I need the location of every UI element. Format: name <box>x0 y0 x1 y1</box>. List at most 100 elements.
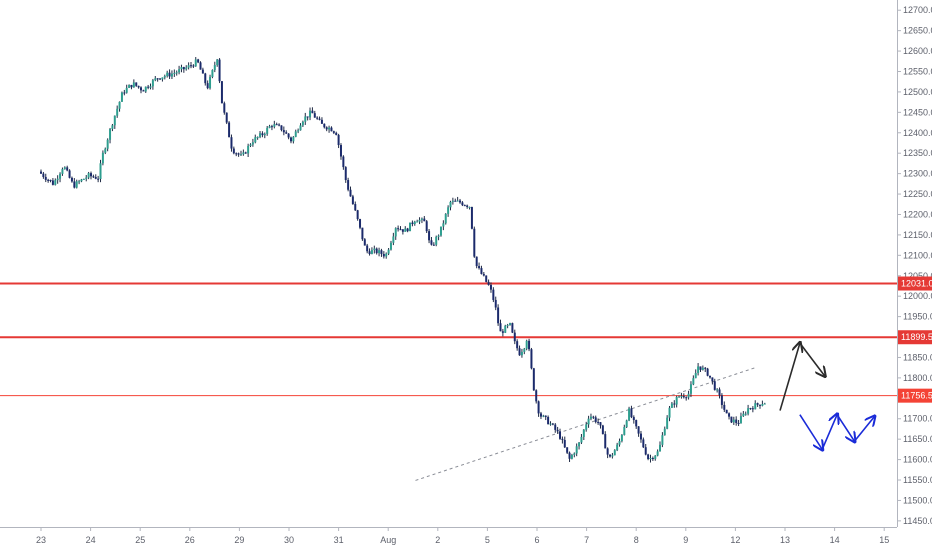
candle-body <box>351 196 354 205</box>
candle-body <box>485 275 488 282</box>
candle-body <box>135 82 138 86</box>
candle-body <box>418 219 421 222</box>
candle-body <box>694 373 697 379</box>
candle-body <box>204 73 207 84</box>
candle-body <box>151 80 154 87</box>
candle-body <box>220 81 223 104</box>
candle-body <box>670 403 673 408</box>
candle-body <box>218 59 221 82</box>
candle-body <box>709 375 712 378</box>
candle-body <box>175 72 178 74</box>
candle-body <box>549 423 552 425</box>
candle-body <box>597 421 600 423</box>
candle-body <box>144 86 147 92</box>
candle-body <box>299 125 302 131</box>
y-tick-label: 12150.0 <box>903 230 932 240</box>
candle-body <box>297 130 300 132</box>
candle-body <box>494 299 497 308</box>
candle-body <box>228 122 231 138</box>
candle-body <box>580 436 583 443</box>
x-tick-label: 31 <box>334 535 344 545</box>
candle-body <box>109 128 112 140</box>
candle-body <box>613 450 616 456</box>
candle-body <box>159 78 162 80</box>
candle-body <box>554 424 557 430</box>
candle-body <box>370 250 373 255</box>
candle-body <box>335 132 338 135</box>
candle-body <box>625 420 628 427</box>
candle-body <box>325 127 328 130</box>
candle-body <box>535 390 538 402</box>
candle-body <box>156 78 159 80</box>
candle-body <box>499 323 502 332</box>
candle-body <box>566 447 569 453</box>
candle-body <box>506 324 509 326</box>
candle-body <box>130 84 133 88</box>
candle-body <box>106 139 109 149</box>
candle-body <box>225 112 228 123</box>
candle-body <box>104 148 107 153</box>
candle-body <box>706 368 709 376</box>
candle-body <box>759 404 762 406</box>
candle-body <box>178 69 181 73</box>
candle-body <box>85 177 88 179</box>
candle-body <box>611 455 614 457</box>
candle-body <box>256 136 259 138</box>
y-tick-label: 12350.0 <box>903 148 932 158</box>
candle-body <box>40 171 42 174</box>
candle-body <box>568 452 571 459</box>
y-tick-label: 12300.0 <box>903 169 932 179</box>
candle-body <box>425 221 428 232</box>
candle-body <box>723 404 726 410</box>
candle-body <box>616 444 619 451</box>
candle-body <box>304 116 307 122</box>
candle-body <box>466 205 469 207</box>
price-levels <box>0 282 897 397</box>
candle-body <box>147 86 150 88</box>
candle-body <box>385 253 388 257</box>
candle-body <box>689 384 692 394</box>
candle-body <box>409 222 412 232</box>
candle-body <box>268 126 271 128</box>
y-tick-label: 12050.0 <box>903 271 932 281</box>
projection-arrow-blue <box>799 414 822 450</box>
candle-body <box>720 395 723 405</box>
candle-body <box>166 72 169 77</box>
y-tick-label: 12600.0 <box>903 46 932 56</box>
candle-body <box>537 401 540 414</box>
candle-body <box>435 236 438 245</box>
y-axis: 12700.0 12650.0 12600.0 12550.0 12500.0 12450… <box>897 0 932 527</box>
candle-body <box>349 189 352 197</box>
candle-body <box>718 389 721 396</box>
candle-body <box>63 167 66 170</box>
projection-arrow-dark <box>779 343 800 411</box>
candle-body <box>678 396 681 398</box>
candle-body <box>99 163 102 180</box>
candle-body <box>732 419 735 423</box>
candle-body <box>68 170 71 178</box>
x-tick-label: 24 <box>86 535 96 545</box>
projection-arrow-blue <box>836 414 854 442</box>
candle-body <box>659 444 662 452</box>
x-tick-label: Aug <box>380 535 396 545</box>
x-tick-label: 5 <box>485 535 490 545</box>
candle-body <box>432 244 435 246</box>
candle-body <box>513 332 516 342</box>
x-tick-label: 7 <box>584 535 589 545</box>
candle-body <box>442 223 445 227</box>
candle-body <box>378 250 381 254</box>
candle-body <box>470 206 473 229</box>
candle-body <box>456 200 459 202</box>
candle-body <box>582 429 585 437</box>
candle-body <box>247 145 250 154</box>
candle-body <box>692 378 695 385</box>
candle-body <box>242 152 245 155</box>
candle-body <box>194 59 197 67</box>
candle-body <box>649 458 652 460</box>
candle-body <box>654 455 657 459</box>
candle-body <box>492 289 495 300</box>
candle-body <box>342 156 345 168</box>
candle-body <box>587 418 590 425</box>
